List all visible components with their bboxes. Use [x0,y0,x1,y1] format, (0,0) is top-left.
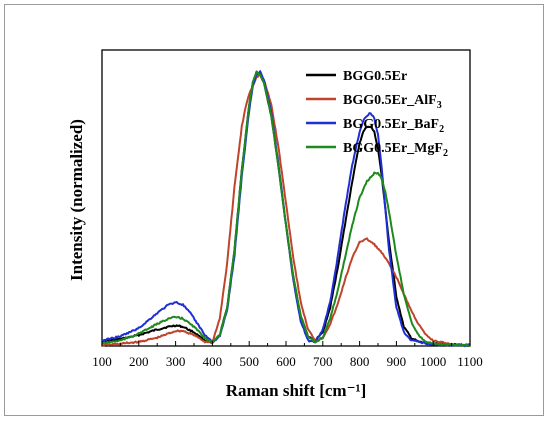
figure-frame [4,4,544,416]
legend-label: BGG0.5Er_MgF2 [343,141,448,159]
x-tick-label: 100 [92,354,112,369]
x-tick-label: 400 [203,354,223,369]
x-tick-label: 1100 [457,354,483,369]
x-axis-label: Raman shift [cm⁻¹] [226,381,367,400]
x-tick-label: 500 [239,354,259,369]
x-tick-label: 1000 [420,354,446,369]
x-tick-label: 300 [166,354,186,369]
x-tick-label: 700 [313,354,333,369]
x-tick-label: 800 [350,354,370,369]
x-tick-label: 200 [129,354,149,369]
legend-label: BGG0.5Er_AlF3 [343,93,442,111]
series-line-4 [102,71,471,347]
legend-label: BGG0.5Er_BaF2 [343,117,444,135]
x-tick-label: 900 [387,354,407,369]
legend: BGG0.5Er BGG0.5Er_AlF3 BGG0.5Er_BaF2 BGG0.5… [306,69,448,159]
y-axis-label: Intensity (normalized) [67,119,86,281]
legend-label: BGG0.5Er [343,69,407,84]
x-tick-label: 600 [276,354,296,369]
series-line-2 [101,73,471,347]
